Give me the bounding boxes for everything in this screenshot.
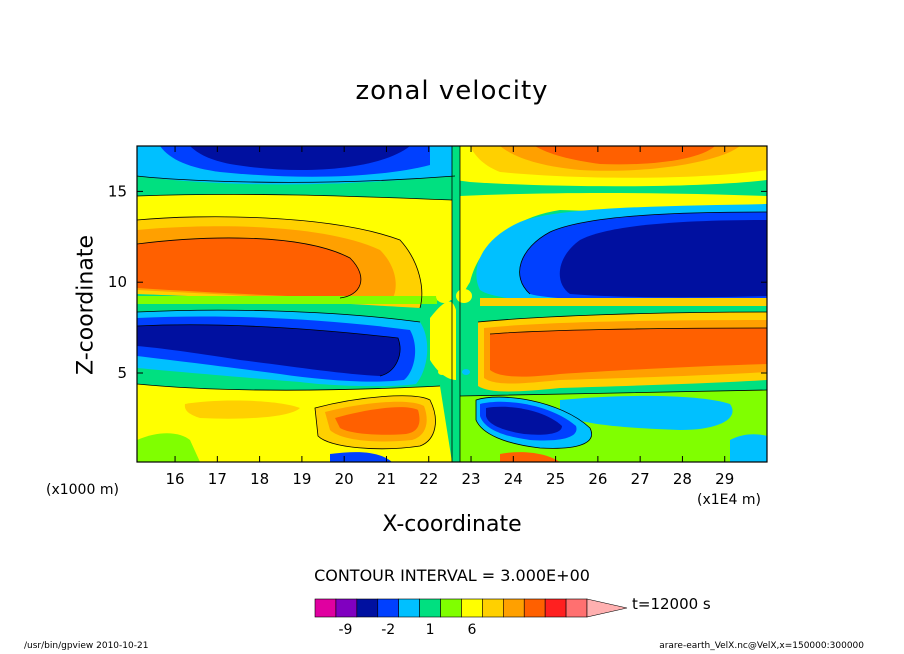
x-tick-label: 28 — [673, 470, 692, 488]
x-tick-label: 16 — [166, 470, 185, 488]
colorbar: -9 -2 1 6 — [314, 598, 628, 638]
x-tick-label: 21 — [377, 470, 396, 488]
x-unit-label: (x1000 m) — [46, 482, 119, 498]
colorbar-label: -2 — [381, 622, 395, 638]
time-label: t=12000 s — [632, 595, 711, 613]
x-tick-label: 24 — [504, 470, 523, 488]
colorbar-arrow — [586, 598, 628, 618]
footer-right: arare-earth_VelX.nc@VelX,x=150000:300000 — [659, 641, 864, 651]
colorbar-swatch — [440, 598, 462, 618]
colorbar-swatch — [482, 598, 504, 618]
x-tick-label: 27 — [631, 470, 650, 488]
colorbar-swatch — [314, 598, 337, 618]
colorbar-label: 1 — [426, 622, 435, 638]
x-tick-label: 20 — [335, 470, 354, 488]
colorbar-swatch — [544, 598, 567, 618]
colorbar-swatch — [461, 598, 483, 618]
colorbar-swatch — [377, 598, 399, 618]
y-axis: 5 10 15 — [108, 182, 767, 382]
colorbar-label: 6 — [467, 622, 476, 638]
x-axis-label: X-coordinate — [382, 512, 522, 537]
x-tick-label: 23 — [461, 470, 480, 488]
x-tick-label: 29 — [715, 470, 734, 488]
contour-interval-label: CONTOUR INTERVAL = 3.000E+00 — [314, 566, 590, 585]
colorbar-swatch — [523, 598, 546, 618]
colorbar-swatch — [419, 598, 441, 618]
plot-frame — [136, 145, 768, 463]
chart-title: zonal velocity — [355, 76, 549, 106]
x-tick-label: 18 — [250, 470, 269, 488]
y-tick-label: 15 — [108, 182, 127, 200]
colorbar-label: -9 — [338, 622, 352, 638]
x-axis: 16 17 18 19 20 21 22 23 24 25 26 27 28 29 — [166, 146, 734, 488]
y-tick-label: 10 — [108, 273, 127, 291]
y-tick-label: 5 — [117, 364, 127, 382]
x-tick-label: 26 — [588, 470, 607, 488]
x-scale-label: (x1E4 m) — [697, 492, 761, 508]
colorbar-swatch — [503, 598, 525, 618]
contour-field — [137, 146, 767, 462]
x-tick-label: 17 — [208, 470, 227, 488]
x-tick-label: 19 — [292, 470, 311, 488]
colorbar-swatch — [565, 598, 588, 618]
colorbar-swatch — [356, 598, 379, 618]
x-tick-label: 25 — [546, 470, 565, 488]
x-tick-label: 22 — [419, 470, 438, 488]
y-axis-label: Z-coordinate — [73, 235, 99, 375]
colorbar-swatch — [335, 598, 358, 618]
colorbar-swatch — [398, 598, 420, 618]
footer-left: /usr/bin/gpview 2010-10-21 — [24, 641, 149, 651]
